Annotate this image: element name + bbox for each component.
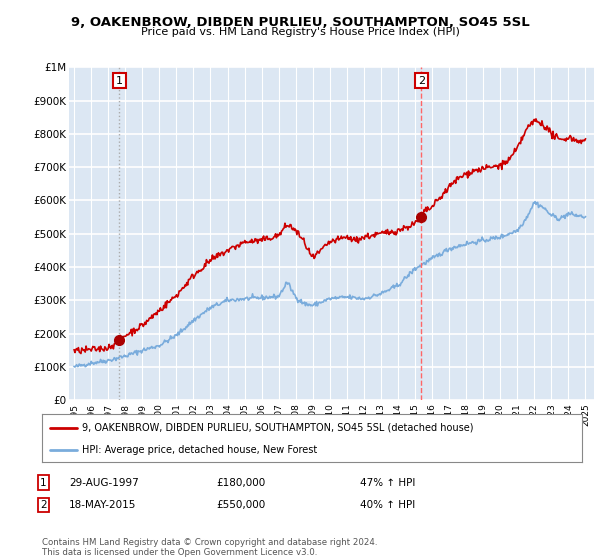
Text: 9, OAKENBROW, DIBDEN PURLIEU, SOUTHAMPTON, SO45 5SL (detached house): 9, OAKENBROW, DIBDEN PURLIEU, SOUTHAMPTO… [83,423,474,433]
Text: Contains HM Land Registry data © Crown copyright and database right 2024.
This d: Contains HM Land Registry data © Crown c… [42,538,377,557]
Text: 2: 2 [418,76,425,86]
Text: 29-AUG-1997: 29-AUG-1997 [69,478,139,488]
Text: 18-MAY-2015: 18-MAY-2015 [69,500,136,510]
Text: £180,000: £180,000 [216,478,265,488]
Text: 47% ↑ HPI: 47% ↑ HPI [360,478,415,488]
Text: 1: 1 [40,478,47,488]
Text: £550,000: £550,000 [216,500,265,510]
Text: 1: 1 [116,76,123,86]
Text: 2: 2 [40,500,47,510]
Text: 9, OAKENBROW, DIBDEN PURLIEU, SOUTHAMPTON, SO45 5SL: 9, OAKENBROW, DIBDEN PURLIEU, SOUTHAMPTO… [71,16,529,29]
Text: Price paid vs. HM Land Registry's House Price Index (HPI): Price paid vs. HM Land Registry's House … [140,27,460,37]
Text: 40% ↑ HPI: 40% ↑ HPI [360,500,415,510]
Text: HPI: Average price, detached house, New Forest: HPI: Average price, detached house, New … [83,445,318,455]
